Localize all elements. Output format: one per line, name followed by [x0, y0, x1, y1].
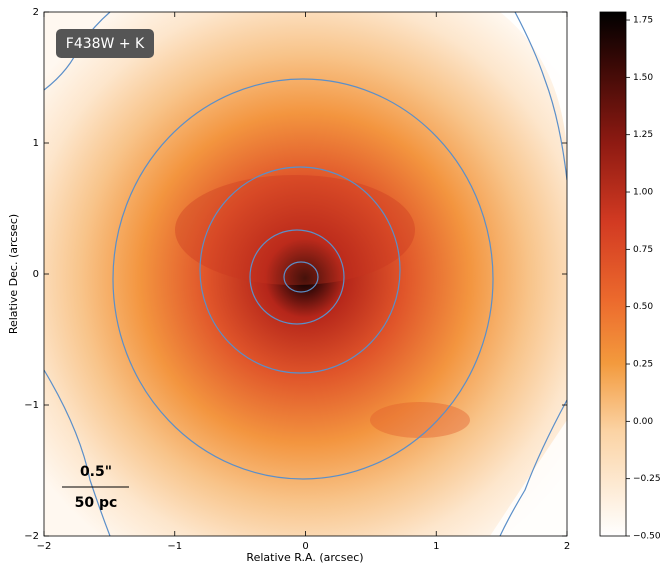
- colorbar-tick-label: 1.75: [633, 16, 653, 26]
- label-box: [56, 29, 154, 58]
- scale-angle: 0.5": [80, 464, 112, 480]
- colorbar-tick-label: 1.00: [633, 188, 653, 198]
- colorbar-tick-label: 1.25: [633, 130, 653, 140]
- x-axis-label: Relative R.A. (arcsec): [246, 551, 363, 564]
- colorbar-tick-label: 0.00: [633, 417, 653, 427]
- colorbar-tick-label: 1.50: [633, 73, 653, 83]
- y-axis-label: Relative Dec. (arcsec): [7, 214, 20, 334]
- image: [44, 12, 567, 536]
- x-tick-label: −1: [167, 541, 182, 552]
- colorbar-tick-label: −0.25: [633, 474, 661, 484]
- colorbar-tick-label: 0.25: [633, 360, 653, 370]
- colorbar-tick-label: −0.50: [633, 532, 661, 542]
- colorbar-tick-label: 0.75: [633, 245, 653, 255]
- y-tick-label: −2: [24, 531, 39, 542]
- scale-length: 50 pc: [75, 495, 118, 511]
- y-tick-label: 2: [33, 7, 39, 18]
- x-tick-label: 1: [433, 541, 439, 552]
- x-tick-label: −2: [37, 541, 52, 552]
- panel-label: F438W + K: [66, 36, 145, 52]
- y-tick-label: 0: [33, 269, 39, 280]
- x-tick-label: 2: [564, 541, 570, 552]
- y-tick-label: 1: [33, 138, 39, 149]
- y-tick-label: −1: [24, 400, 39, 411]
- colorbar: [599, 11, 627, 537]
- x-tick-label: 0: [302, 541, 308, 552]
- colorbar-tick-label: 0.50: [633, 302, 653, 312]
